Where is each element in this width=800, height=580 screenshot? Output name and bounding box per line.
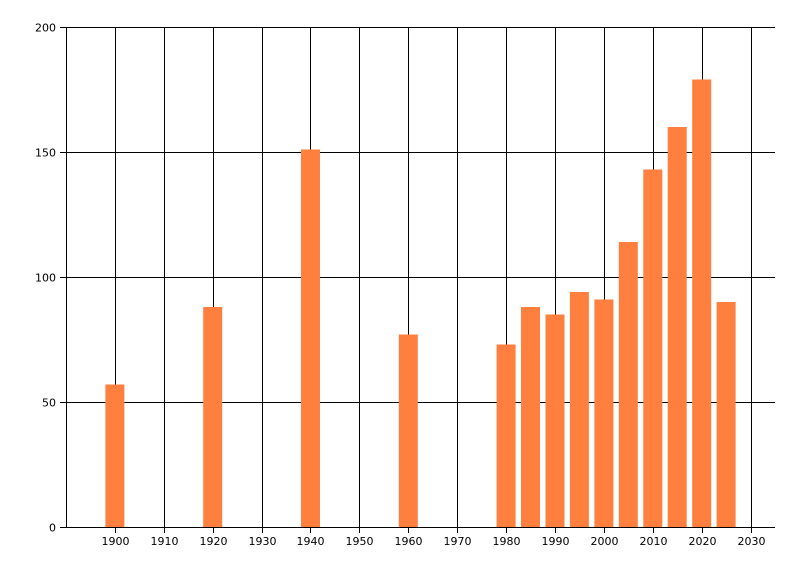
- bar-2000: [594, 299, 614, 527]
- x-tick-label: 1970: [444, 535, 472, 548]
- bar-1985: [521, 307, 540, 527]
- bar-2020: [692, 79, 712, 527]
- x-tick-label: 1930: [249, 535, 277, 548]
- bar-2015: [667, 127, 687, 527]
- x-tick-label: 1990: [542, 535, 570, 548]
- x-tick-label: 1940: [297, 535, 325, 548]
- x-tick-label: 1960: [395, 535, 423, 548]
- y-tick-label: 200: [35, 22, 56, 35]
- bar-2010: [643, 169, 663, 527]
- y-tick-label: 50: [42, 397, 56, 410]
- bar-1980: [496, 344, 516, 527]
- bar-2005: [618, 242, 638, 527]
- bar-1960: [398, 334, 418, 527]
- y-tick-label: 150: [35, 147, 56, 160]
- y-tick-label: 0: [49, 522, 56, 535]
- x-tick-label: 1950: [346, 535, 374, 548]
- x-tick-label: 1910: [151, 535, 179, 548]
- x-tick-label: 1900: [102, 535, 130, 548]
- x-tick-label: 2000: [591, 535, 619, 548]
- bar-1995: [569, 292, 589, 527]
- bar-2025: [716, 302, 736, 527]
- x-tick-label: 1980: [493, 535, 521, 548]
- x-tick-label: 2020: [689, 535, 717, 548]
- bar-1990: [545, 314, 565, 527]
- axes: 0 50 100 150 200 1900 1910 1920 1930 1940 1950 1960…: [35, 22, 775, 548]
- bar-1920: [203, 307, 223, 527]
- bar-1900: [105, 384, 125, 527]
- x-tick-label: 2030: [738, 535, 766, 548]
- bars: [105, 79, 736, 527]
- bar-1940: [301, 149, 320, 527]
- x-tick-label: 2010: [640, 535, 668, 548]
- x-tick-label: 1920: [200, 535, 228, 548]
- y-tick-label: 100: [35, 272, 56, 285]
